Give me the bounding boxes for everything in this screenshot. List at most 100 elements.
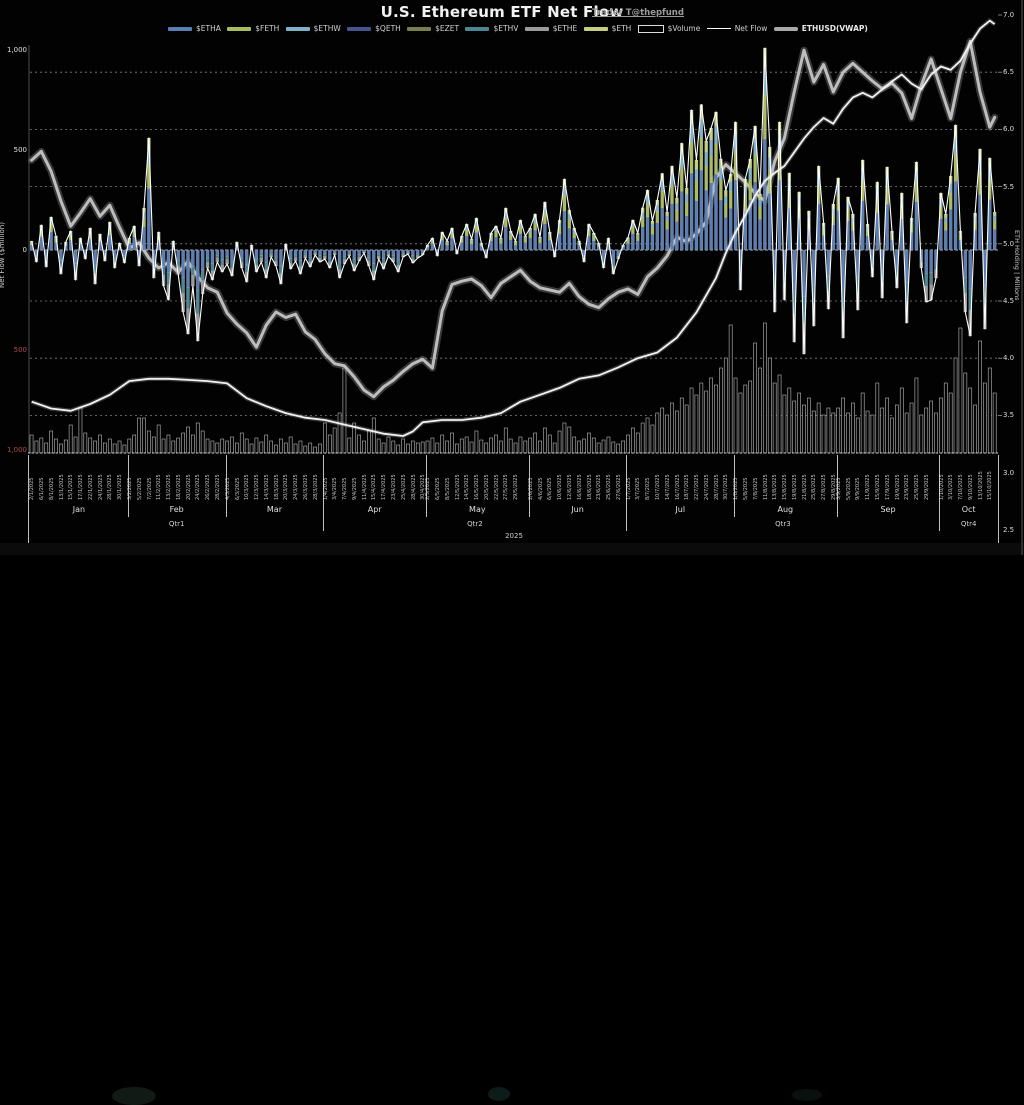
- volume-bar: [547, 434, 552, 454]
- x-axis-date-label: 7/4/2025: [342, 477, 349, 500]
- x-axis-date-label: 27/5/2025: [503, 474, 510, 500]
- legend-item-ethv: $ETHV: [465, 24, 518, 33]
- volume-bar: [425, 440, 430, 454]
- x-axis-date-label: 1/7/2025: [625, 477, 632, 500]
- netflow-bar-segment: [694, 168, 699, 181]
- x-axis-date-label: 25/9/2025: [914, 474, 921, 500]
- netflow-bar-segment: [264, 249, 268, 263]
- volume-bar: [191, 434, 195, 454]
- volume-bar: [513, 442, 518, 454]
- netflow-bar-segment: [504, 217, 508, 228]
- volume-bar: [699, 382, 704, 454]
- netflow-bar-segment: [528, 237, 532, 251]
- legend-label: ETHUSD(VWAP): [801, 24, 868, 33]
- netflow-bar-segment: [518, 226, 523, 234]
- netflow-bar-segment: [342, 249, 347, 257]
- volume-bar: [494, 434, 498, 454]
- x-axis-date-label: 11/4/2025: [361, 474, 368, 500]
- volume-bar: [841, 397, 845, 454]
- netflow-bar-segment: [631, 226, 635, 234]
- netflow-bar-segment: [513, 242, 518, 246]
- netflow-bar-segment: [665, 211, 669, 216]
- x-axis-date-label: 17/1/2025: [78, 474, 85, 500]
- volume-bar: [176, 437, 181, 454]
- legend-item-qeth: $QETH: [347, 24, 401, 33]
- quarter-separator: [939, 455, 941, 531]
- volume-bar: [484, 442, 489, 454]
- netflow-bar-segment: [191, 275, 195, 287]
- netflow-bar-segment: [318, 249, 322, 256]
- volume-bar: [142, 417, 146, 454]
- netflow-bar-segment: [675, 197, 679, 204]
- netflow-bar-segment: [538, 239, 542, 244]
- netflow-bar-segment: [924, 273, 928, 287]
- netflow-bar-segment: [758, 206, 762, 220]
- x-axis-date-label: 5/2/2025: [136, 477, 143, 500]
- netflow-bar-segment: [440, 239, 444, 251]
- right-axis-tick: 3.0: [1003, 468, 1015, 477]
- netflow-bar-segment: [225, 256, 229, 260]
- volume-bar: [342, 367, 347, 454]
- x-axis-month-label: Sep: [880, 505, 896, 514]
- netflow-bar-segment: [758, 199, 762, 208]
- netflow-bar-segment: [401, 252, 405, 256]
- volume-bar: [117, 440, 122, 454]
- volume-bar: [811, 410, 816, 454]
- netflow-bar-segment: [948, 192, 953, 210]
- netflow-bar-segment: [992, 215, 997, 221]
- volume-bar: [376, 438, 381, 454]
- chart-plot: [28, 14, 1002, 454]
- x-axis-date-label: 16/5/2025: [474, 474, 481, 500]
- volume-bar: [557, 430, 562, 454]
- volume-bar: [503, 427, 508, 454]
- netflow-bar-segment: [689, 142, 694, 174]
- volume-bar: [846, 412, 850, 454]
- volume-bar: [450, 432, 454, 454]
- netflow-bar-segment: [181, 277, 185, 294]
- netflow-bar-segment: [694, 200, 699, 251]
- volume-bar: [279, 438, 283, 454]
- netflow-bar-segment: [372, 263, 376, 272]
- volume-bar: [396, 444, 401, 454]
- month-separator: [734, 455, 735, 517]
- legend-item-ethw: $ETHW: [285, 24, 341, 33]
- x-axis-date-label: 10/6/2025: [557, 474, 564, 500]
- netflow-bar-segment: [543, 223, 547, 251]
- netflow-bar-segment: [391, 249, 396, 256]
- volume-bar: [899, 387, 904, 454]
- netflow-bar-segment: [264, 262, 268, 270]
- x-axis-date-label: 16/7/2025: [674, 474, 681, 500]
- netflow-bar-segment: [200, 249, 205, 270]
- netflow-bar-segment: [205, 257, 210, 263]
- netflow-bar-segment: [704, 151, 708, 167]
- x-axis-date-label: 20/2/2025: [185, 474, 192, 500]
- x-axis-quarter-label: Qtr1: [168, 520, 185, 528]
- legend-label: $ETHE: [552, 24, 578, 33]
- volume-bar: [963, 372, 968, 454]
- volume-bar: [728, 324, 733, 454]
- legend-swatch-icon: [168, 26, 192, 31]
- x-axis-date-label: 14/7/2025: [664, 474, 671, 500]
- credit-link[interactable]: Trader T@thepfund: [592, 8, 684, 18]
- netflow-bar-segment: [523, 239, 528, 243]
- x-axis-date-label: 20/3/2025: [283, 474, 290, 500]
- volume-bar: [127, 438, 132, 454]
- netflow-bar-segment: [636, 234, 640, 238]
- x-axis-date-label: 13/8/2025: [772, 474, 779, 500]
- volume-bar: [792, 400, 797, 454]
- x-axis-date-label: 6/1/2025: [38, 477, 45, 500]
- volume-bar: [831, 412, 836, 454]
- volume-bar: [181, 432, 185, 454]
- x-axis-date-label: 14/3/2025: [263, 474, 270, 500]
- x-axis-date-label: 12/3/2025: [254, 474, 261, 500]
- netflow-bar-segment: [650, 233, 655, 251]
- netflow-bar-segment: [445, 244, 449, 251]
- x-axis-date-label: 7/2/2025: [146, 477, 153, 500]
- volume-bar: [34, 440, 39, 454]
- volume-bar: [543, 427, 547, 454]
- left-axis-tick: 500: [13, 346, 27, 354]
- netflow-bar-segment: [533, 230, 537, 251]
- legend-item-feth: $FETH: [227, 24, 279, 33]
- netflow-bar-segment: [592, 240, 596, 251]
- x-axis-quarter-label: Qtr2: [467, 520, 483, 528]
